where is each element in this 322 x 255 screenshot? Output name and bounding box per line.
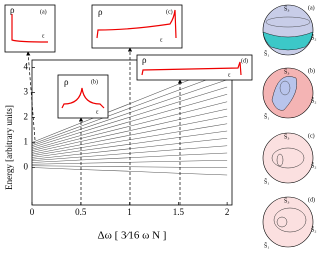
- inset-rho: ρ: [10, 5, 15, 15]
- energy-line: [31, 137, 228, 160]
- inset-b: ρ ε (b): [57, 74, 109, 119]
- sphere-labels: (a) Ŝ₃ Ŝ₁ Ŝ₂ (b) Ŝ₃ Ŝ₁ Ŝ₂ (c) Ŝ₃ Ŝ₁ Ŝ₂ (d) Ŝ₃ Ŝ₁ Ŝ₂: [264, 4, 316, 249]
- energy-line: [31, 159, 228, 165]
- inset-a: ρ ε (a): [4, 4, 56, 53]
- energy-line: [31, 165, 228, 169]
- inset-eps: ε: [160, 37, 163, 43]
- inset-label: (d): [241, 57, 248, 64]
- inset-eps: ε: [96, 109, 99, 115]
- energy-line: [31, 93, 228, 150]
- energy-line: [31, 71, 228, 145]
- sphere-axis: Ŝ₂: [311, 225, 316, 233]
- x-tick-label: 2: [225, 207, 230, 217]
- x-tick-label: 1: [127, 207, 132, 217]
- inset-label: (b): [91, 78, 98, 85]
- inset-label: (a): [40, 8, 47, 15]
- sphere-axis: Ŝ₁: [264, 49, 269, 57]
- sphere-axis: Ŝ₁: [264, 112, 269, 120]
- y-tick-label: 3: [24, 87, 29, 97]
- energy-line: [31, 167, 228, 176]
- energy-line: [31, 130, 228, 158]
- y-axis-label: Energy [arbitrary units]: [4, 105, 14, 190]
- sphere-axis: Ŝ₁: [264, 241, 269, 249]
- plot: 0 1 2 3 4 0 0.5 1 1.5 2: [24, 62, 230, 218]
- energy-line: [31, 145, 228, 162]
- sphere-axis: Ŝ₃: [284, 132, 289, 140]
- sphere-label: (c): [308, 132, 315, 139]
- sphere-label: (b): [308, 67, 315, 74]
- energy-line: [31, 101, 228, 152]
- inset-d: ρ ε (d): [136, 54, 253, 81]
- sphere-b: [262, 67, 314, 119]
- x-tick-label: 1.5: [173, 207, 185, 217]
- energy-line: [31, 115, 228, 155]
- sphere-a: [262, 4, 314, 56]
- energy-line: [31, 79, 228, 147]
- inset-eps: ε: [228, 72, 231, 78]
- y-tick-label: 2: [24, 112, 29, 122]
- sphere-axis: Ŝ₂: [311, 33, 316, 41]
- sphere-axis: Ŝ₃: [284, 67, 289, 75]
- inset-rho: ρ: [64, 77, 69, 87]
- y-tick-label: 0: [24, 162, 29, 172]
- inset-rho: ρ: [98, 7, 103, 17]
- y-tick-label: 1: [24, 137, 29, 147]
- sphere-d: [262, 196, 314, 248]
- sphere-axis: Ŝ₂: [311, 161, 316, 169]
- sphere-axis: Ŝ₂: [311, 96, 316, 104]
- energy-line: [31, 86, 228, 148]
- plot-frame: [31, 59, 233, 206]
- inset-label: (c): [166, 8, 173, 15]
- inset-eps: ε: [42, 33, 45, 39]
- energy-line: [31, 123, 228, 157]
- inset-rho: ρ: [142, 55, 147, 65]
- pointer: [26, 51, 36, 141]
- y-tick-label: 4: [24, 62, 29, 72]
- sphere-axis: Ŝ₃: [284, 4, 289, 12]
- sphere-axis: Ŝ₃: [284, 196, 289, 204]
- sphere-axis: Ŝ₁: [264, 177, 269, 185]
- energy-line: [31, 152, 228, 163]
- sphere-label: (a): [308, 4, 315, 11]
- inset-c: ρ ε (c): [91, 4, 183, 49]
- sphere-c: [262, 132, 314, 184]
- energy-line: [31, 108, 228, 153]
- x-tick-label: 0: [30, 207, 35, 217]
- x-tick-label: 0.5: [75, 207, 87, 217]
- x-axis-label: Δω [ 3⁄16 ω N ]: [98, 230, 167, 242]
- sphere-label: (d): [308, 196, 315, 203]
